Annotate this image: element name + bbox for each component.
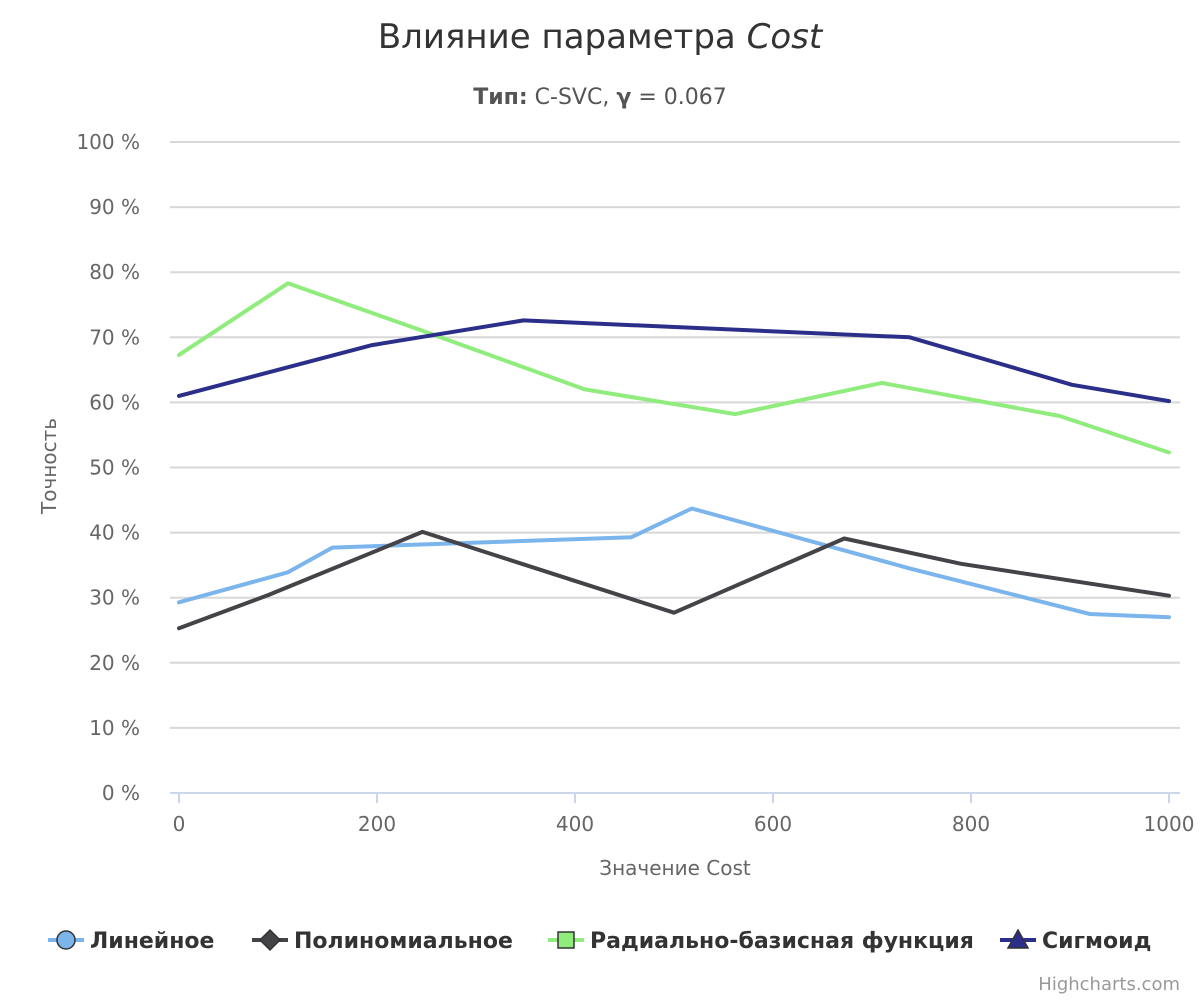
y-axis-title: Точность bbox=[37, 418, 61, 515]
credits-link[interactable]: Highcharts.com bbox=[1038, 974, 1180, 995]
x-tick-label: 600 bbox=[754, 812, 792, 836]
x-axis-title: Значение Cost bbox=[599, 856, 751, 880]
y-tick-label: 50 % bbox=[89, 456, 140, 480]
chart-title-text: Влияние параметра bbox=[378, 17, 736, 57]
y-tick-label: 70 % bbox=[89, 325, 140, 349]
x-tick-label: 800 bbox=[952, 812, 990, 836]
legend: Линейное Полиномиальное Радиально-базисная… bbox=[48, 928, 1151, 954]
triangle-marker-icon bbox=[1006, 928, 1030, 949]
circle-marker-icon bbox=[56, 930, 76, 950]
grid-lines bbox=[170, 141, 1180, 729]
chart-subtitle: Тип: C-SVC, γ = 0.067 bbox=[473, 85, 726, 110]
x-tick-label: 400 bbox=[556, 812, 594, 836]
y-tick-label: 0 % bbox=[102, 781, 140, 805]
legend-label: Линейное bbox=[90, 929, 214, 954]
legend-item-2[interactable]: Полиномиальное bbox=[252, 928, 513, 954]
x-axis-ticks: 0 200 400 600 800 1000 bbox=[173, 793, 1195, 836]
y-tick-label: 90 % bbox=[89, 195, 140, 219]
legend-item-4[interactable]: Сигмоид bbox=[1000, 928, 1151, 954]
series-lines bbox=[177, 281, 1171, 631]
y-tick-label: 80 % bbox=[89, 260, 140, 284]
x-tick-label: 200 bbox=[358, 812, 396, 836]
subtitle-gamma-value: = 0.067 bbox=[631, 85, 726, 110]
legend-item-3[interactable]: Радиально-базисная функция bbox=[548, 929, 974, 954]
series-line-2[interactable] bbox=[177, 529, 1171, 631]
chart-title: Влияние параметра Cost bbox=[378, 17, 824, 57]
subtitle-gamma: γ bbox=[616, 85, 631, 110]
diamond-marker-icon bbox=[258, 928, 282, 952]
legend-label: Радиально-базисная функция bbox=[590, 929, 974, 954]
y-axis-ticks: 0 % 10 % 20 % 30 % 40 % 50 % 60 % 70 % 80 % 90 % 1… bbox=[76, 130, 140, 805]
y-tick-label: 10 % bbox=[89, 716, 140, 740]
series-line-4[interactable] bbox=[177, 318, 1171, 404]
series-line-1[interactable] bbox=[177, 506, 1171, 620]
legend-label: Сигмоид bbox=[1042, 929, 1151, 954]
y-tick-label: 60 % bbox=[89, 390, 140, 414]
chart-title-italic: Cost bbox=[747, 17, 824, 57]
legend-item-1[interactable]: Линейное bbox=[48, 929, 214, 954]
legend-label: Полиномиальное bbox=[294, 929, 513, 954]
y-tick-label: 20 % bbox=[89, 651, 140, 675]
square-marker-icon bbox=[557, 931, 575, 949]
y-tick-label: 30 % bbox=[89, 586, 140, 610]
y-tick-label: 40 % bbox=[89, 521, 140, 545]
series-line-3[interactable] bbox=[177, 281, 1171, 455]
x-tick-label: 0 bbox=[173, 812, 186, 836]
y-tick-label: 100 % bbox=[76, 130, 140, 154]
x-tick-label: 1000 bbox=[1144, 812, 1195, 836]
subtitle-label: Тип: bbox=[473, 85, 527, 110]
subtitle-type: C-SVC, bbox=[528, 85, 617, 110]
